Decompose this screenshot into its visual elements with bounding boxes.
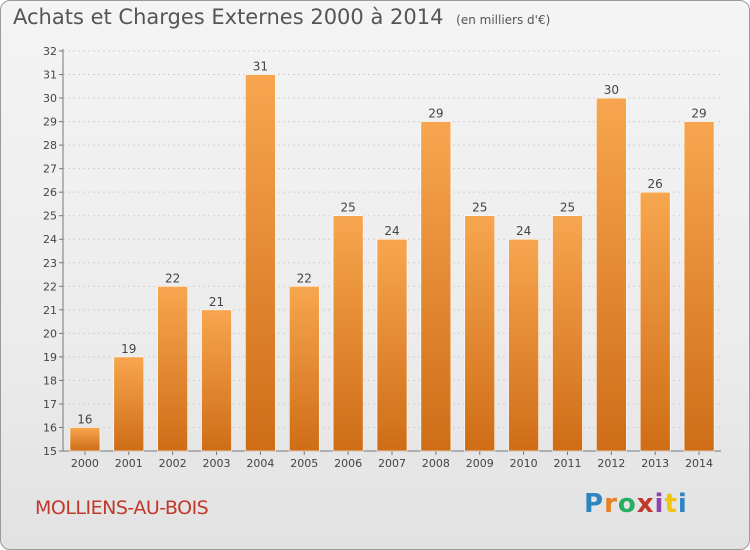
- x-tick-label: 2014: [685, 457, 713, 470]
- y-tick-label: 24: [43, 233, 57, 246]
- data-label: 24: [384, 224, 399, 238]
- x-tick-label: 2011: [553, 457, 581, 470]
- data-label: 29: [691, 107, 706, 121]
- data-label: 30: [604, 83, 619, 97]
- y-tick-label: 32: [43, 45, 57, 58]
- bar: [639, 191, 671, 452]
- y-tick-label: 16: [43, 421, 57, 434]
- chart-title: Achats et Charges Externes 2000 à 2014 (…: [13, 5, 550, 29]
- logo-letter: i: [677, 489, 688, 519]
- y-tick-label: 22: [43, 280, 57, 293]
- y-tick-label: 23: [43, 257, 57, 270]
- y-tick-label: 29: [43, 116, 57, 129]
- x-tick-label: 2004: [246, 457, 274, 470]
- bar: [332, 215, 364, 452]
- bar: [201, 309, 232, 452]
- bar: [596, 97, 627, 452]
- logo-letter: o: [617, 489, 637, 519]
- data-label: 22: [297, 271, 312, 285]
- y-tick-label: 30: [43, 92, 57, 105]
- bar: [464, 215, 496, 452]
- logo-letter: r: [604, 489, 618, 519]
- logo-letter: t: [664, 489, 678, 519]
- bar: [683, 121, 715, 452]
- y-tick-label: 15: [43, 445, 57, 458]
- bar: [69, 427, 101, 452]
- logo-letter: P: [584, 489, 605, 519]
- y-tick-label: 17: [43, 398, 57, 411]
- data-label: 22: [165, 271, 180, 285]
- bar: [508, 238, 539, 452]
- data-label: 25: [560, 201, 575, 215]
- x-tick-label: 2000: [71, 457, 99, 470]
- data-label: 16: [77, 412, 92, 426]
- x-tick-label: 2010: [510, 457, 538, 470]
- data-label: 26: [648, 177, 663, 191]
- logo-letter: i: [654, 489, 665, 519]
- x-tick-label: 2001: [115, 457, 143, 470]
- bar: [245, 74, 276, 452]
- x-tick-label: 2006: [334, 457, 362, 470]
- y-tick-label: 21: [43, 304, 57, 317]
- x-tick-label: 2002: [159, 457, 187, 470]
- proxiti-logo: Proxiti: [584, 489, 688, 519]
- y-tick-label: 31: [43, 69, 57, 82]
- bar: [420, 121, 452, 452]
- bar: [113, 356, 145, 452]
- x-tick-label: 2003: [203, 457, 231, 470]
- y-tick-label: 27: [43, 163, 57, 176]
- axes: 15 16 17 18 19 20 21 22 23 24 25 26 27 28 29 30 31 32 2000…: [43, 45, 721, 470]
- x-tick-label: 2009: [466, 457, 494, 470]
- chart-title-text: Achats et Charges Externes 2000 à 2014: [13, 5, 444, 29]
- data-label: 25: [472, 201, 487, 215]
- bar: [288, 285, 320, 452]
- y-tick-label: 25: [43, 210, 57, 223]
- y-tick-label: 20: [43, 327, 57, 340]
- data-label: 31: [253, 60, 268, 74]
- data-labels: 16 19 22 21 31 22 25 24 29 25 24 25 30 26 29: [77, 60, 706, 427]
- logo-letter: x: [636, 489, 655, 519]
- data-label: 21: [209, 295, 224, 309]
- chart-subtitle: (en milliers d'€): [456, 13, 551, 27]
- x-tick-label: 2012: [597, 457, 625, 470]
- y-tick-label: 28: [43, 139, 57, 152]
- y-tick-label: 18: [43, 374, 57, 387]
- data-label: 29: [428, 107, 443, 121]
- bar: [157, 285, 188, 452]
- x-tick-label: 2007: [378, 457, 406, 470]
- data-label: 25: [340, 201, 355, 215]
- x-tick-label: 2005: [290, 457, 318, 470]
- data-label: 19: [121, 342, 136, 356]
- bars: [69, 74, 715, 452]
- commune-name: MOLLIENS-AU-BOIS: [35, 497, 209, 519]
- x-tick-label: 2008: [422, 457, 450, 470]
- x-tick-label: 2013: [641, 457, 669, 470]
- y-tick-label: 19: [43, 351, 57, 364]
- bar: [376, 238, 408, 452]
- data-label: 24: [516, 224, 531, 238]
- bar: [552, 215, 583, 452]
- y-tick-label: 26: [43, 186, 57, 199]
